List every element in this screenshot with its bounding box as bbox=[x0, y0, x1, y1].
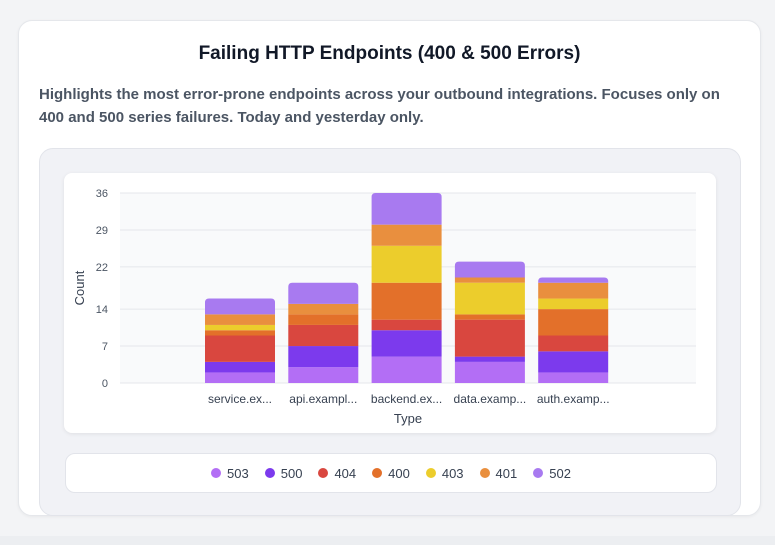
bar-segment-404 bbox=[454, 319, 525, 357]
y-tick-label: 7 bbox=[102, 341, 108, 353]
bar-segment-502 bbox=[371, 193, 442, 225]
chart-legend: 503 500 404 400 403 401 502 bbox=[65, 453, 717, 493]
legend-label: 403 bbox=[441, 465, 464, 481]
bar-segment-500 bbox=[538, 351, 609, 373]
bar-segment-401 bbox=[371, 224, 442, 246]
bar-segment-401 bbox=[538, 282, 609, 299]
x-tick-label: backend.ex... bbox=[371, 392, 442, 406]
legend-swatch bbox=[425, 468, 436, 478]
card-description: Highlights the most error-prone endpoint… bbox=[39, 86, 720, 126]
legend-swatch bbox=[211, 468, 222, 478]
bar-segment-500 bbox=[371, 330, 442, 357]
legend-label: 400 bbox=[388, 465, 410, 481]
legend-item-503[interactable]: 503 bbox=[211, 466, 249, 481]
legend-label: 500 bbox=[280, 465, 303, 481]
bar-segment-502 bbox=[538, 277, 609, 283]
bar-segment-404 bbox=[371, 319, 442, 331]
bar-segment-400 bbox=[288, 314, 359, 325]
bar-segment-403 bbox=[371, 245, 442, 283]
chart-container: 0 7 14 22 29 36 service.ex... api.exampl... back… bbox=[39, 148, 741, 516]
x-tick-label: auth.examp... bbox=[537, 392, 610, 406]
legend-label: 503 bbox=[227, 465, 249, 481]
bar-segment-503 bbox=[288, 367, 359, 383]
chart-card: Failing HTTP Endpoints (400 & 500 Errors… bbox=[18, 20, 761, 516]
bar-segment-503 bbox=[454, 361, 525, 383]
x-tick-label: data.examp... bbox=[454, 392, 527, 406]
bar-segment-401 bbox=[288, 303, 359, 315]
bar-segment-400 bbox=[371, 282, 442, 320]
bar-segment-503 bbox=[205, 372, 275, 383]
chart-panel: 0 7 14 22 29 36 service.ex... api.exampl... back… bbox=[64, 173, 716, 433]
legend-swatch bbox=[264, 468, 275, 478]
y-axis-title: Count bbox=[72, 270, 87, 305]
bar-segment-502 bbox=[288, 282, 359, 304]
legend-swatch bbox=[318, 468, 329, 478]
legend-item-404[interactable]: 404 bbox=[318, 466, 356, 481]
legend-item-400[interactable]: 400 bbox=[372, 466, 410, 481]
y-tick-label: 36 bbox=[96, 188, 108, 200]
x-tick-label: service.ex... bbox=[208, 392, 272, 406]
bar-segment-400 bbox=[454, 314, 525, 320]
legend-label: 404 bbox=[334, 465, 357, 481]
bar-segment-403 bbox=[538, 298, 609, 310]
bar-segment-404 bbox=[205, 335, 275, 362]
y-tick-label: 22 bbox=[96, 262, 108, 274]
bar-segment-502 bbox=[205, 298, 275, 315]
y-tick-label: 0 bbox=[102, 378, 108, 390]
legend-item-403[interactable]: 403 bbox=[425, 465, 464, 481]
bar-segment-404 bbox=[288, 324, 359, 347]
stacked-bar-chart: 0 7 14 22 29 36 service.ex... api.exampl... back… bbox=[72, 188, 696, 426]
bar-segment-403 bbox=[454, 282, 525, 315]
legend-item-401[interactable]: 401 bbox=[479, 465, 518, 481]
bar-segment-500 bbox=[288, 346, 359, 368]
bottom-divider bbox=[0, 536, 775, 545]
legend-label: 502 bbox=[549, 465, 571, 481]
bar-segment-400 bbox=[205, 330, 275, 336]
bar-segment-401 bbox=[454, 277, 525, 283]
legend-swatch bbox=[479, 468, 490, 478]
legend-swatch bbox=[372, 468, 383, 478]
bar-segment-503 bbox=[371, 356, 442, 383]
bar-segment-403 bbox=[205, 324, 275, 331]
bar-segment-400 bbox=[538, 309, 609, 336]
x-tick-label: api.exampl... bbox=[289, 392, 357, 406]
bar-segment-401 bbox=[205, 314, 275, 325]
legend-label: 401 bbox=[495, 465, 518, 481]
bar-segment-500 bbox=[205, 361, 275, 373]
bar-segment-502 bbox=[454, 261, 525, 278]
legend-swatch bbox=[533, 468, 544, 478]
bar-segment-500 bbox=[454, 356, 525, 362]
legend-item-500[interactable]: 500 bbox=[264, 465, 303, 481]
x-axis-title: Type bbox=[394, 411, 422, 426]
bar-segment-404 bbox=[538, 335, 609, 352]
y-tick-label: 29 bbox=[96, 225, 108, 237]
y-tick-label: 14 bbox=[96, 304, 108, 316]
bar-segment-503 bbox=[538, 372, 609, 383]
legend-item-502[interactable]: 502 bbox=[533, 466, 571, 481]
card-title: Failing HTTP Endpoints (400 & 500 Errors… bbox=[198, 43, 581, 64]
